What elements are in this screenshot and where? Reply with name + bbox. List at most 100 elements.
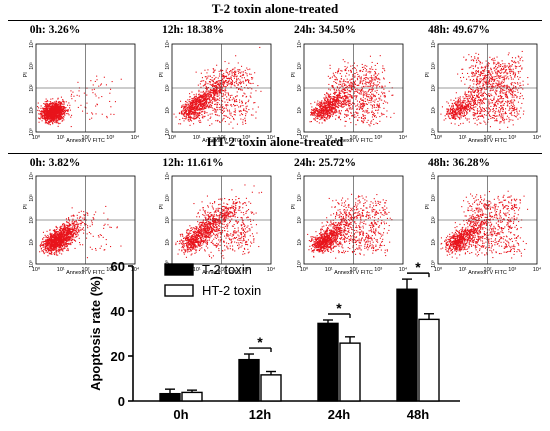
- x-tick-label: 10⁴: [131, 266, 140, 273]
- x-axis-label: Annexin V FITC: [334, 270, 373, 276]
- x-tick-label: 10³: [508, 135, 516, 141]
- bar-t2-0h: [159, 392, 181, 402]
- y-tick-label: 40: [111, 304, 125, 319]
- x-tick-label: 10⁰: [300, 266, 309, 273]
- y-tick-label: 10⁴: [29, 172, 35, 180]
- y-tick-label: 60: [111, 259, 125, 274]
- x-tick-label: 10¹: [193, 135, 201, 141]
- section-title-t2: T-2 toxin alone-treated: [211, 1, 339, 16]
- x-axis-label: Annexin V FITC: [334, 138, 373, 144]
- significance-marker: *: [336, 300, 342, 316]
- bar-t2-12h: [238, 358, 260, 402]
- y-axis-label: PI: [425, 72, 431, 78]
- y-tick-label: 10²: [431, 216, 437, 224]
- y-tick-label: 10¹: [165, 238, 171, 246]
- flow-cytometry-plot-t2-48h: 10⁰ 10¹ 10² 10³ 10⁴ 10⁰ 10¹ 10² 10³ 10⁴ Annexin V …: [424, 40, 542, 144]
- y-axis-label: PI: [23, 204, 29, 210]
- panel-label-ht2-12h: 12h: 11.61%: [162, 157, 224, 169]
- y-tick-label: 10⁰: [29, 260, 35, 268]
- y-tick-label: 10²: [165, 216, 171, 224]
- x-tick-label-12h: 12h: [249, 407, 271, 422]
- section-divider-ht2: [8, 153, 542, 154]
- section-title-ht2: HT-2 toxin alone-treated: [206, 134, 344, 149]
- y-tick-label: 10⁴: [431, 172, 437, 180]
- x-tick-label: 10¹: [193, 267, 201, 273]
- y-axis-label: PI: [291, 72, 297, 78]
- y-tick-label: 10⁰: [297, 128, 303, 136]
- bar-ht2-0h: [181, 391, 203, 402]
- x-tick-label: 10⁴: [533, 134, 542, 141]
- x-axis-label: Annexin V FITC: [202, 138, 241, 144]
- x-tick-label: 10⁰: [32, 134, 41, 141]
- bar-ht2-48h: [418, 318, 440, 402]
- scatter-dots: [307, 193, 393, 259]
- section-divider-t2: [8, 20, 542, 21]
- y-tick-label: 10²: [29, 216, 35, 224]
- x-tick-label: 10³: [242, 135, 250, 141]
- x-tick-label: 10⁰: [168, 134, 177, 141]
- y-tick-label: 10²: [29, 84, 35, 92]
- y-axis-label: PI: [425, 204, 431, 210]
- bar-t2-48h: [396, 288, 418, 402]
- y-tick-label: 20: [111, 349, 125, 364]
- y-tick-label: 10²: [297, 216, 303, 224]
- y-tick-label: 10¹: [165, 106, 171, 114]
- y-tick-label: 10¹: [29, 106, 35, 114]
- y-tick-label: 10³: [297, 62, 303, 70]
- x-tick-label: 10²: [82, 135, 90, 141]
- panel-label-t2-0h: 0h: 3.26%: [29, 24, 81, 36]
- x-tick-label: 10⁴: [267, 134, 276, 141]
- x-axis-label: Annexin V FITC: [66, 270, 105, 276]
- y-tick-label: 10⁴: [431, 40, 437, 48]
- x-tick-label: 10²: [350, 267, 358, 273]
- flow-cytometry-plot-ht2-48h: 10⁰ 10¹ 10² 10³ 10⁴ 10⁰ 10¹ 10² 10³ 10⁴ Annexin V …: [424, 172, 542, 276]
- flow-cytometry-plot-t2-0h: 10⁰ 10¹ 10² 10³ 10⁴ 10⁰ 10¹ 10² 10³ 10⁴ Annexin V …: [22, 40, 140, 144]
- x-tick-label: 10⁴: [533, 266, 542, 273]
- flow-cytometry-plot-t2-12h: 10⁰ 10¹ 10² 10³ 10⁴ 10⁰ 10¹ 10² 10³ 10⁴ Annexin V …: [158, 40, 276, 144]
- flow-cytometry-plot-t2-24h: 10⁰ 10¹ 10² 10³ 10⁴ 10⁰ 10¹ 10² 10³ 10⁴ Annexin V …: [290, 40, 408, 144]
- y-axis-label: PI: [23, 72, 29, 78]
- scatter-dots: [37, 75, 122, 128]
- x-tick-label: 10¹: [325, 267, 333, 273]
- y-tick-label: 10⁴: [297, 40, 303, 48]
- y-tick-label: 10⁰: [431, 260, 437, 268]
- panel-label-ht2-48h: 48h: 36.28%: [428, 157, 490, 169]
- significance-marker: *: [257, 334, 263, 350]
- x-tick-label: 10⁰: [300, 134, 309, 141]
- panel-label-ht2-0h: 0h: 3.82%: [29, 157, 81, 169]
- x-tick-label: 10²: [218, 135, 226, 141]
- bar-ht2-24h: [339, 342, 361, 402]
- x-axis-label: Annexin V FITC: [66, 138, 105, 144]
- x-tick-label-0h: 0h: [173, 407, 188, 422]
- y-tick-label: 10¹: [297, 106, 303, 114]
- y-axis-label: Apoptosis rate (%): [88, 276, 103, 391]
- y-tick-label: 10⁰: [431, 128, 437, 136]
- panel-label-ht2-24h: 24h: 25.72%: [294, 157, 356, 169]
- legend-label-t2: T-2 toxin: [202, 262, 252, 277]
- flow-cytometry-plot-ht2-24h: 10⁰ 10¹ 10² 10³ 10⁴ 10⁰ 10¹ 10² 10³ 10⁴ Annexin V …: [290, 172, 408, 276]
- y-tick-label: 10⁰: [29, 128, 35, 136]
- x-tick-label: 10⁰: [32, 266, 41, 273]
- x-tick-label: 10⁴: [131, 134, 140, 141]
- x-axis-label: Annexin V FITC: [468, 270, 507, 276]
- y-tick-label: 10⁰: [165, 128, 171, 136]
- legend-label-ht2: HT-2 toxin: [202, 283, 261, 298]
- x-tick-label: 10¹: [459, 267, 467, 273]
- x-tick-label: 10⁰: [434, 266, 443, 273]
- scatter-dots: [39, 205, 122, 259]
- y-tick-label: 10¹: [29, 238, 35, 246]
- y-tick-label: 10³: [165, 194, 171, 202]
- y-tick-label: 10⁴: [165, 172, 171, 180]
- x-tick-label-48h: 48h: [407, 407, 429, 422]
- y-tick-label: 10²: [297, 84, 303, 92]
- y-axis-label: PI: [159, 72, 165, 78]
- x-tick-label: 10⁴: [399, 134, 408, 141]
- x-tick-label: 10³: [106, 135, 114, 141]
- x-tick-label: 10³: [374, 267, 382, 273]
- x-tick-label: 10⁴: [267, 266, 276, 273]
- y-tick-label: 10³: [297, 194, 303, 202]
- panel-label-t2-24h: 24h: 34.50%: [294, 24, 356, 36]
- y-axis-label: PI: [291, 204, 297, 210]
- x-tick-label: 10³: [242, 267, 250, 273]
